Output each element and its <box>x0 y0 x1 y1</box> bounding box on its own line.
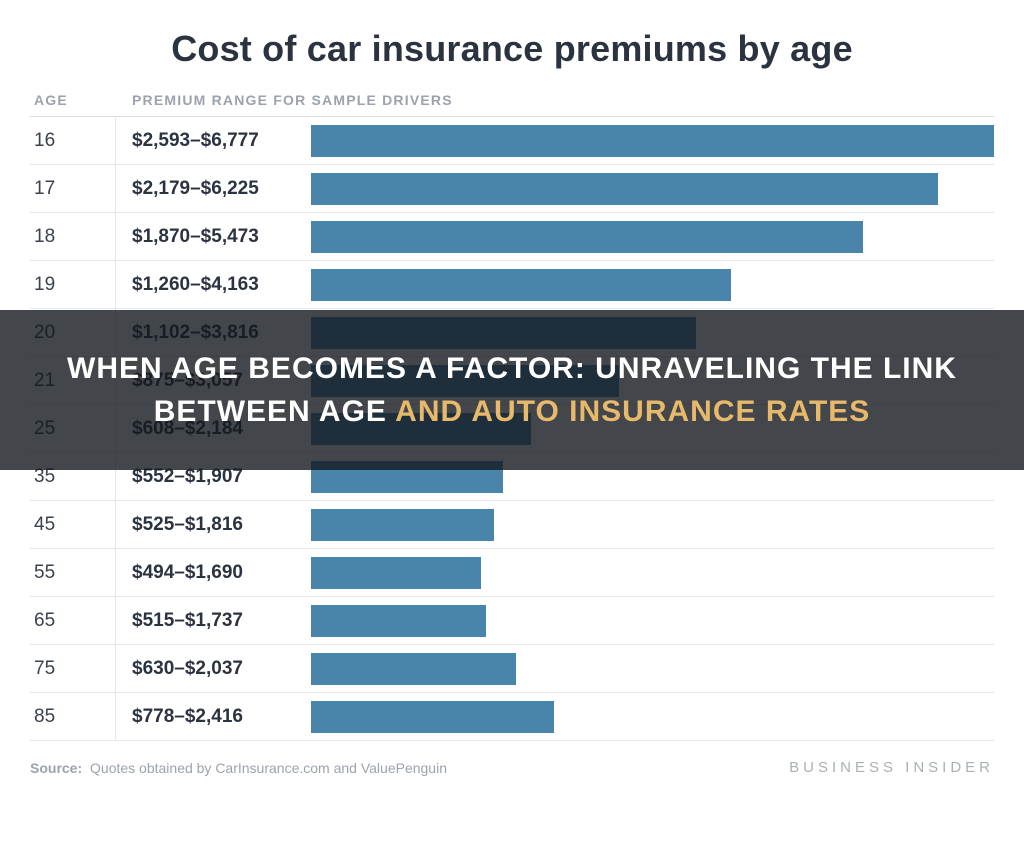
brand-label: BUSINESS INSIDER <box>789 759 994 776</box>
headline-line-2: AND AUTO INSURANCE RATES <box>395 395 870 428</box>
age-cell: 75 <box>30 645 116 692</box>
bar-cell <box>311 173 994 205</box>
bar <box>311 173 938 205</box>
bar <box>311 221 863 253</box>
age-cell: 45 <box>30 501 116 548</box>
bar-cell <box>311 557 994 589</box>
range-cell: $2,593–$6,777 <box>116 130 311 152</box>
age-cell: 65 <box>30 597 116 644</box>
age-cell: 16 <box>30 117 116 164</box>
bar-cell <box>311 605 994 637</box>
bar <box>311 557 481 589</box>
table-row: 16$2,593–$6,777 <box>30 117 994 165</box>
range-cell: $630–$2,037 <box>116 658 311 680</box>
table-row: 65$515–$1,737 <box>30 597 994 645</box>
bar <box>311 701 554 733</box>
bar-cell <box>311 221 994 253</box>
headline-overlay: WHEN AGE BECOMES A FACTOR: UNRAVELING TH… <box>0 310 1024 470</box>
table-row: 45$525–$1,816 <box>30 501 994 549</box>
bar <box>311 509 494 541</box>
table-row: 55$494–$1,690 <box>30 549 994 597</box>
headline-text: WHEN AGE BECOMES A FACTOR: UNRAVELING TH… <box>40 347 984 434</box>
table-row: 75$630–$2,037 <box>30 645 994 693</box>
bar-cell <box>311 125 994 157</box>
bar <box>311 269 731 301</box>
age-cell: 19 <box>30 261 116 308</box>
range-cell: $1,870–$5,473 <box>116 226 311 248</box>
age-cell: 55 <box>30 549 116 596</box>
bar <box>311 125 994 157</box>
bar-cell <box>311 269 994 301</box>
bar <box>311 605 486 637</box>
range-cell: $2,179–$6,225 <box>116 178 311 200</box>
age-cell: 17 <box>30 165 116 212</box>
range-cell: $525–$1,816 <box>116 514 311 536</box>
range-cell: $494–$1,690 <box>116 562 311 584</box>
bar-cell <box>311 653 994 685</box>
bar <box>311 653 516 685</box>
col-header-age: AGE <box>30 92 116 108</box>
age-cell: 18 <box>30 213 116 260</box>
table-row: 19$1,260–$4,163 <box>30 261 994 309</box>
range-cell: $515–$1,737 <box>116 610 311 632</box>
table-row: 85$778–$2,416 <box>30 693 994 741</box>
bar-cell <box>311 701 994 733</box>
footer: Source: Quotes obtained by CarInsurance.… <box>30 759 994 776</box>
chart-title: Cost of car insurance premiums by age <box>30 28 994 70</box>
table-header-row: AGE PREMIUM RANGE FOR SAMPLE DRIVERS <box>30 92 994 117</box>
range-cell: $1,260–$4,163 <box>116 274 311 296</box>
range-cell: $778–$2,416 <box>116 706 311 728</box>
source-text: Quotes obtained by CarInsurance.com and … <box>90 760 447 776</box>
table-row: 18$1,870–$5,473 <box>30 213 994 261</box>
source-label: Source: <box>30 760 82 776</box>
source-line: Source: Quotes obtained by CarInsurance.… <box>30 760 447 776</box>
table-row: 17$2,179–$6,225 <box>30 165 994 213</box>
bar-cell <box>311 509 994 541</box>
col-header-range: PREMIUM RANGE FOR SAMPLE DRIVERS <box>116 92 994 108</box>
age-cell: 85 <box>30 693 116 740</box>
